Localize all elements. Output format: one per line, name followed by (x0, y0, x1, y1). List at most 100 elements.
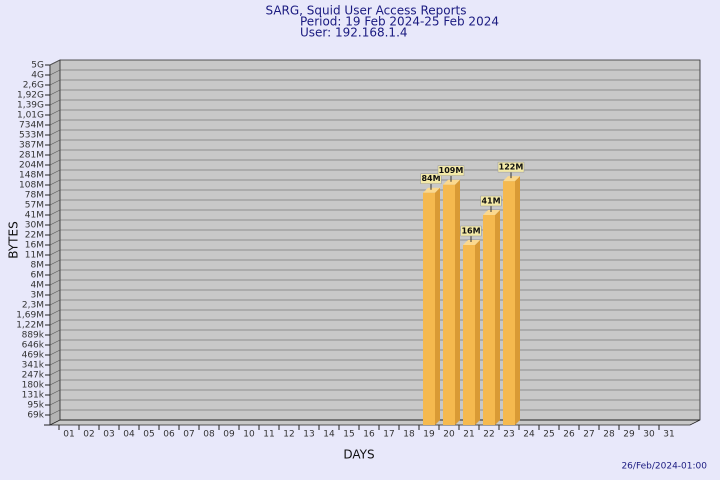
x-tick-label: 22 (483, 430, 494, 440)
x-tick-label: 15 (343, 430, 354, 440)
x-tick-label: 14 (323, 430, 335, 440)
grid-line (49, 159, 700, 166)
x-tick-label: 25 (543, 430, 554, 440)
value-label-box (480, 195, 502, 207)
value-label: 122M (499, 163, 524, 172)
x-tick-label: 19 (423, 430, 435, 440)
y-tick-label: 16M (25, 241, 44, 251)
x-tick-label: 12 (283, 430, 294, 440)
y-tick-label: 41M (25, 211, 44, 221)
bar (443, 184, 455, 425)
grid-line (49, 189, 700, 196)
bar-top (423, 187, 440, 193)
y-tick-label: 281M (19, 151, 44, 161)
bar (463, 245, 475, 425)
chart-user: User: 192.168.1.4 (300, 26, 408, 40)
x-tick-label: 27 (583, 430, 594, 440)
x-tick-label: 18 (403, 430, 415, 440)
y-tick-label: 4M (31, 281, 45, 291)
x-tick-label: 04 (123, 430, 135, 440)
grid-line (49, 99, 700, 106)
y-tick-label: 247k (22, 371, 45, 381)
bar-side (495, 210, 500, 425)
value-label-box (497, 161, 525, 173)
y-tick-label: 2,3M (22, 301, 44, 311)
y-tick-label: 4G (31, 71, 44, 81)
y-tick-label: 204M (19, 161, 44, 171)
x-tick-label: 07 (183, 430, 194, 440)
y-tick-label: 78M (25, 191, 44, 201)
y-tick-label: 1,39G (17, 101, 44, 111)
x-tick-label: 26 (563, 430, 575, 440)
y-tick-label: 30M (25, 221, 44, 231)
grid-line (49, 89, 700, 96)
y-tick-label: 1,92G (17, 91, 44, 101)
x-tick-label: 23 (503, 430, 514, 440)
y-tick-label: 387M (19, 141, 44, 151)
x-tick-label: 09 (223, 430, 235, 440)
value-label: 109M (439, 166, 464, 175)
x-tick-label: 30 (643, 430, 655, 440)
grid-line (49, 129, 700, 136)
value-label-box (460, 225, 482, 237)
grid-line (49, 179, 700, 186)
bar-top (503, 176, 520, 182)
y-tick-label: 889k (22, 331, 45, 341)
chart-subtitle: Period: 19 Feb 2024-25 Feb 2024 (300, 15, 499, 29)
value-label-box (437, 165, 465, 176)
bar-side (515, 176, 520, 425)
y-tick-label: 1,01G (17, 111, 44, 121)
value-label: 84M (421, 174, 440, 183)
grid-line (49, 79, 700, 86)
bar (503, 181, 515, 425)
y-tick-label: 148M (19, 171, 44, 181)
bar (483, 215, 495, 425)
y-tick-label: 8M (31, 261, 45, 271)
bar-side (435, 187, 440, 425)
grid-line (49, 59, 700, 66)
y-tick-label: 95k (27, 401, 44, 411)
value-label: 16M (461, 227, 480, 236)
x-tick-label: 24 (523, 430, 535, 440)
x-tick-label: 11 (263, 430, 274, 440)
x-tick-label: 06 (163, 430, 175, 440)
value-label: 41M (481, 197, 500, 206)
bar-side (455, 179, 460, 425)
bar-top (483, 210, 500, 215)
x-tick-label: 29 (623, 430, 635, 440)
y-tick-label: 469k (22, 351, 45, 361)
x-tick-label: 08 (203, 430, 215, 440)
y-tick-label: 69k (27, 411, 44, 421)
y-axis-title: BYTES (7, 221, 21, 258)
grid-line (49, 139, 700, 146)
x-tick-label: 01 (63, 430, 74, 440)
x-tick-label: 16 (363, 430, 375, 440)
bar-top (443, 179, 460, 185)
y-tick-label: 6M (31, 271, 45, 281)
y-tick-label: 57M (25, 201, 44, 211)
x-tick-label: 03 (103, 430, 114, 440)
y-tick-label: 131k (22, 391, 45, 401)
chart-title: SARG, Squid User Access Reports (265, 4, 466, 18)
y-tick-label: 11M (25, 251, 44, 261)
x-tick-label: 10 (243, 430, 255, 440)
y-tick-label: 22M (25, 231, 44, 241)
grid-line (49, 209, 700, 216)
bar-top (463, 240, 480, 245)
y-tick-label: 3M (31, 291, 45, 301)
bar-side (475, 240, 480, 425)
grid-line (49, 109, 700, 116)
y-tick-label: 734M (19, 121, 44, 131)
y-tick-label: 646k (22, 341, 45, 351)
x-tick-label: 21 (463, 430, 474, 440)
y-tick-label: 5G (31, 61, 44, 71)
y-tick-label: 1,22M (16, 321, 44, 331)
y-tick-label: 533M (19, 131, 44, 141)
x-tick-label: 13 (303, 430, 314, 440)
x-tick-label: 31 (663, 430, 674, 440)
y-tick-label: 2,6G (23, 81, 44, 91)
y-tick-label: 341k (22, 361, 45, 371)
x-axis-title: DAYS (343, 448, 374, 462)
grid-line (49, 69, 700, 76)
